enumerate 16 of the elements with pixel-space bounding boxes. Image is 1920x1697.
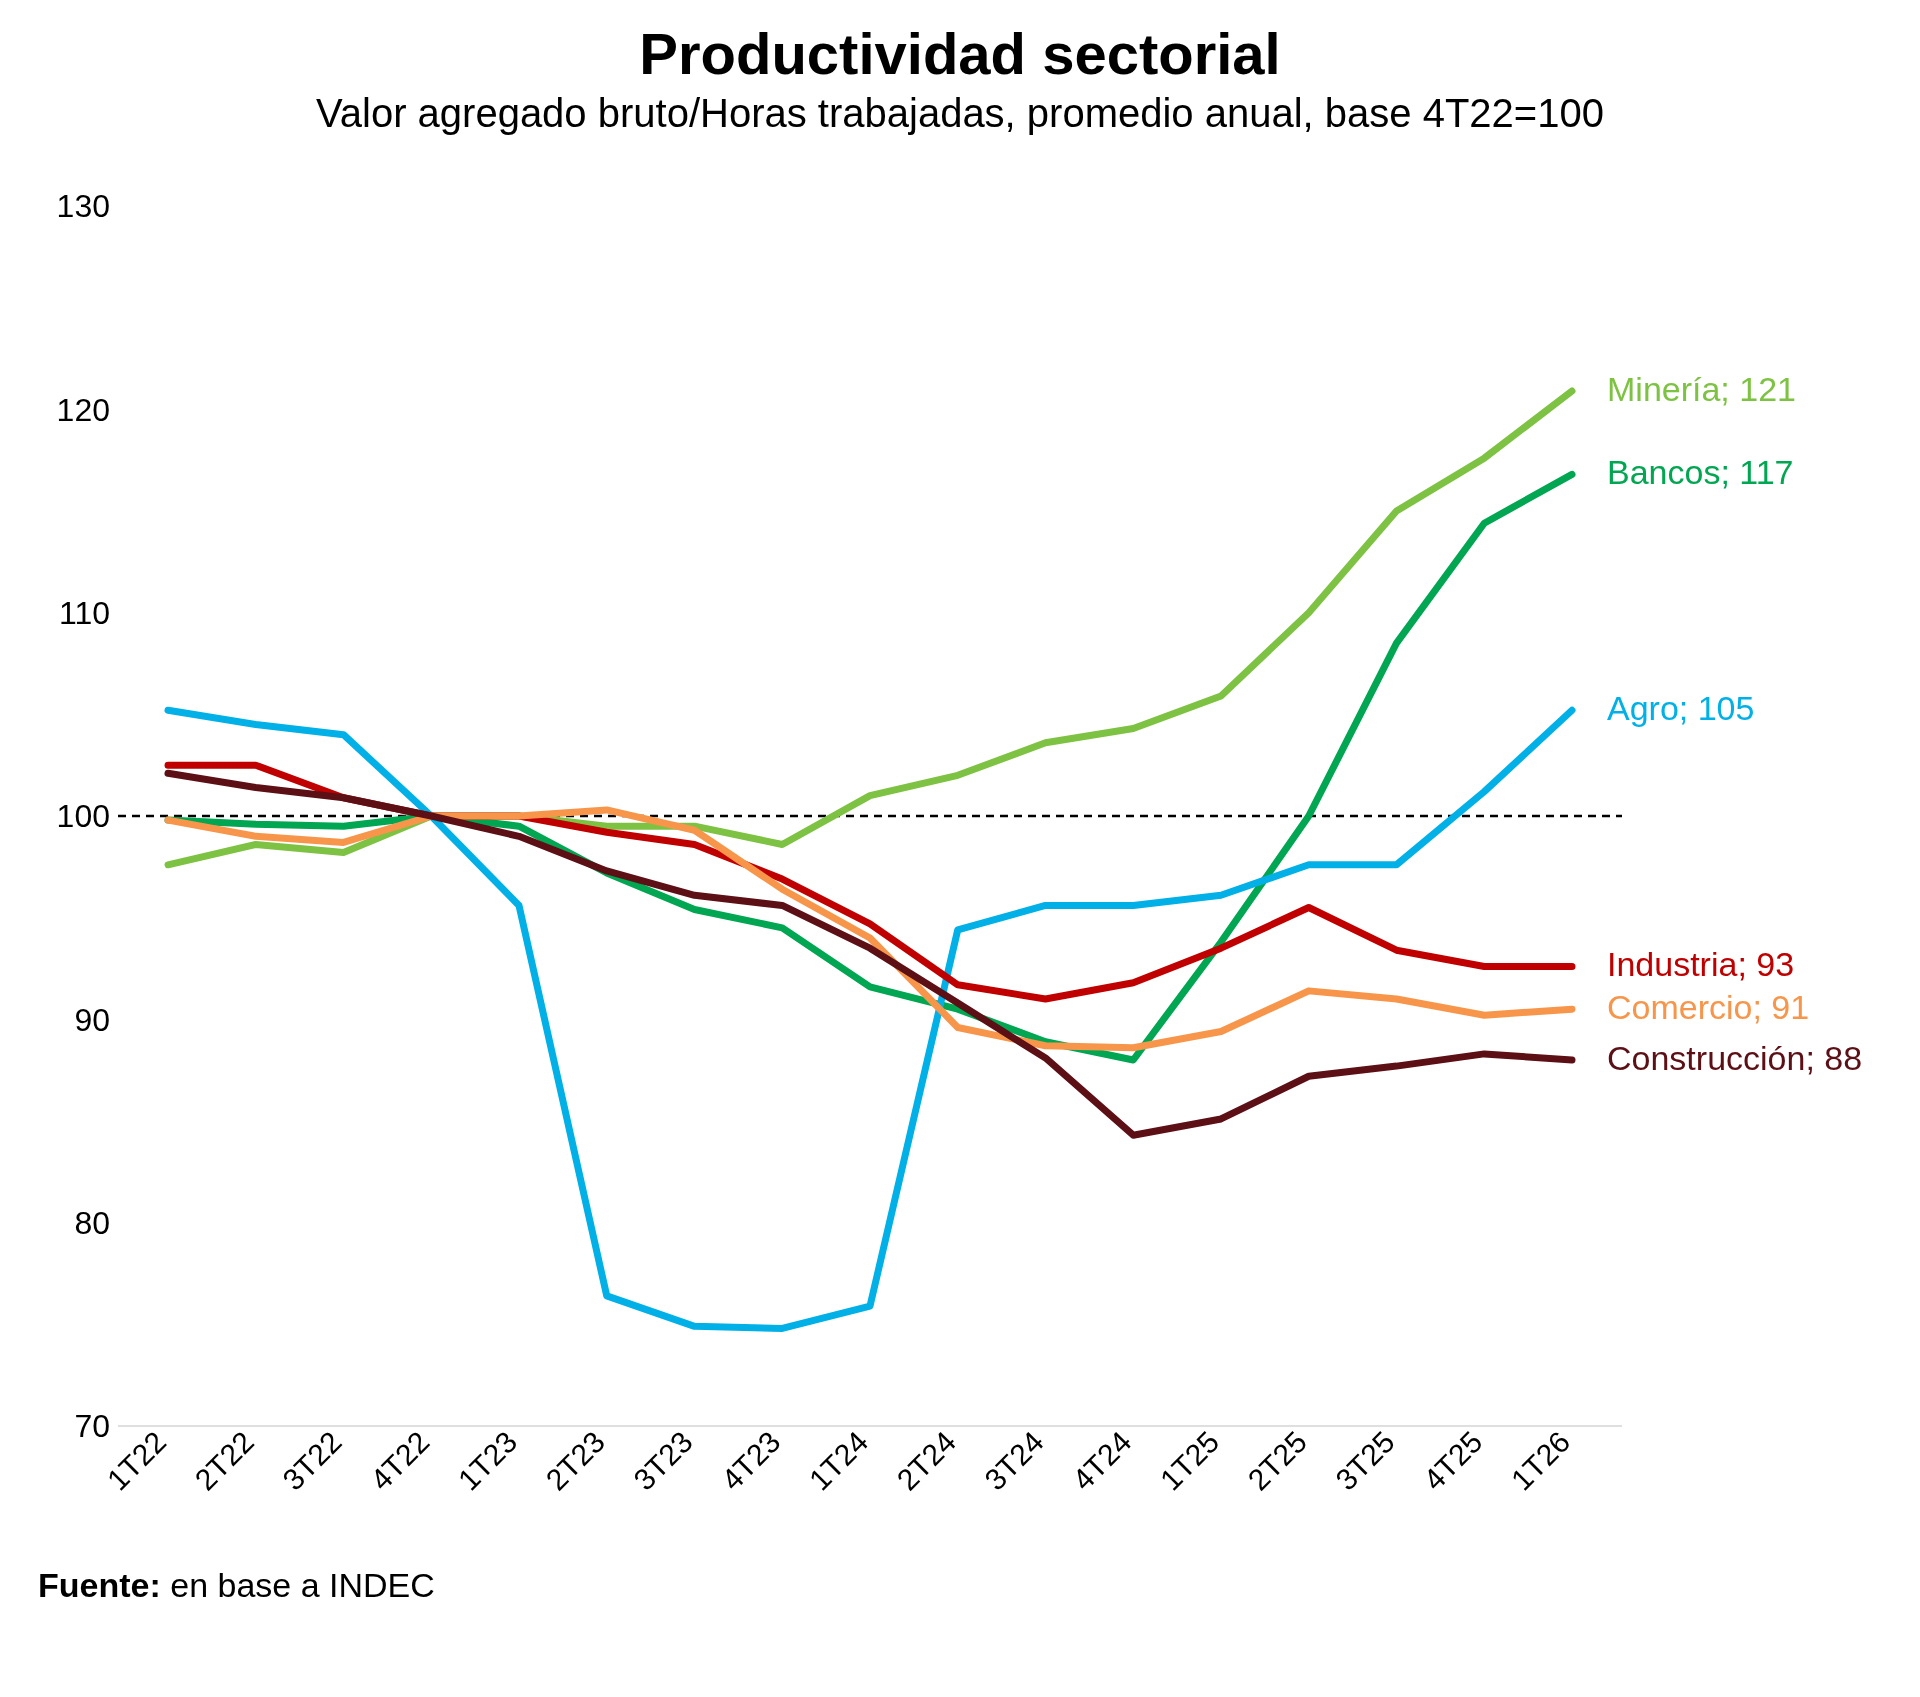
chart-subtitle: Valor agregado bruto/Horas trabajadas, promedio anual, base 4T22=100	[315, 91, 1605, 136]
y-tick-label: 110	[58, 595, 110, 632]
y-tick-label: 70	[74, 1408, 110, 1445]
y-tick-label: 90	[74, 1001, 110, 1038]
series-label: Industria; 93	[1607, 945, 1795, 984]
series-label: Comercio; 91	[1607, 988, 1810, 1027]
series-label: Construcción; 88	[1607, 1039, 1863, 1077]
series-label: Bancos; 117	[1607, 453, 1794, 492]
y-tick-label: 130	[56, 188, 110, 225]
y-tick-label: 120	[56, 391, 110, 428]
source-note: Fuente: en base a INDEC	[38, 1566, 436, 1605]
chart-title: Productividad sectorial	[638, 20, 1282, 87]
series-label: Agro; 105	[1607, 689, 1755, 728]
y-tick-label: 100	[56, 798, 110, 835]
series-label: Minería; 121	[1607, 370, 1796, 409]
y-tick-label: 80	[74, 1205, 110, 1242]
